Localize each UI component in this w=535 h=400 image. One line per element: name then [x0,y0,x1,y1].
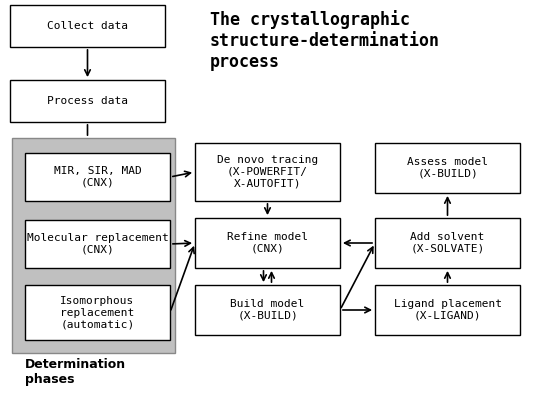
Text: De novo tracing
(X-POWERFIT/
X-AUTOFIT): De novo tracing (X-POWERFIT/ X-AUTOFIT) [217,155,318,189]
Text: Determination
phases: Determination phases [25,358,126,386]
Bar [375,143,520,193]
Text: Process data: Process data [47,96,128,106]
Text: Add solvent
(X-SOLVATE): Add solvent (X-SOLVATE) [410,232,485,254]
Text: The crystallographic
structure-determination
process: The crystallographic structure-determina… [210,10,440,70]
Bar [25,153,170,201]
Bar [375,218,520,268]
Bar [25,285,170,340]
Text: Collect data: Collect data [47,21,128,31]
Bar [10,80,165,122]
Text: Molecular replacement
(CNX): Molecular replacement (CNX) [27,233,169,255]
Text: Isomorphous
replacement
(automatic): Isomorphous replacement (automatic) [60,296,135,329]
Bar [195,285,340,335]
Bar [195,218,340,268]
Bar [25,220,170,268]
Text: MIR, SIR, MAD
(CNX): MIR, SIR, MAD (CNX) [54,166,141,188]
Text: Ligand placement
(X-LIGAND): Ligand placement (X-LIGAND) [394,299,501,321]
Text: Assess model
(X-BUILD): Assess model (X-BUILD) [407,157,488,179]
Bar [195,143,340,201]
Text: Build model
(X-BUILD): Build model (X-BUILD) [231,299,304,321]
Bar [375,285,520,335]
Bar [10,5,165,47]
Bar [12,138,175,353]
Text: Refine model
(CNX): Refine model (CNX) [227,232,308,254]
